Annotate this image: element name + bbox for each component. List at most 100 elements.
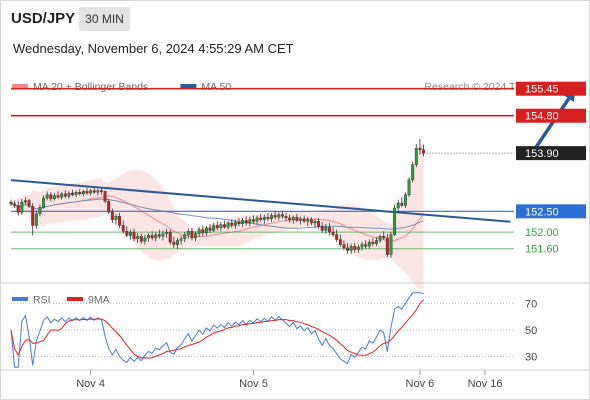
candle-body: [251, 219, 255, 222]
trend-line: [10, 179, 511, 223]
candle-body: [349, 246, 353, 251]
candle: [262, 214, 266, 224]
candle: [353, 242, 357, 253]
rsi-tick-50: 50: [525, 325, 537, 337]
candle: [371, 237, 375, 247]
rsi-legend-swatch-1: [67, 297, 83, 301]
candle-body: [208, 227, 212, 231]
candle-body: [150, 235, 154, 239]
candle-body: [121, 225, 125, 232]
resistance-label-1: 154.80: [525, 111, 559, 123]
candle-body: [125, 231, 129, 236]
candle-body: [411, 164, 415, 180]
candle-body: [110, 211, 114, 220]
candle: [346, 242, 350, 254]
candle: [349, 243, 353, 254]
candle: [74, 190, 78, 198]
candle-body: [128, 231, 132, 236]
candle-body: [266, 216, 270, 220]
candle-body: [356, 246, 360, 250]
rsi-legend-swatch-0: [12, 297, 28, 301]
candle-body: [63, 193, 67, 197]
candle: [118, 212, 122, 228]
candle: [78, 188, 82, 196]
candle-body: [375, 240, 378, 244]
candle-body: [414, 147, 418, 165]
candle: [237, 217, 241, 227]
candle: [136, 232, 140, 243]
candle-body: [262, 216, 266, 220]
candle-body: [223, 224, 226, 228]
candle-body: [27, 200, 31, 207]
candle: [121, 220, 125, 234]
candle-body: [9, 201, 13, 205]
candle-body: [165, 231, 169, 234]
legend-swatch-1: [180, 84, 197, 88]
candle-body: [147, 235, 150, 239]
rsi-tick-30: 30: [525, 352, 537, 364]
candle-body: [385, 237, 389, 255]
candle-body: [237, 221, 241, 225]
candle-body: [306, 219, 310, 222]
candle: [364, 240, 368, 249]
candle-body: [233, 221, 237, 226]
candle-body: [327, 226, 331, 233]
candle-body: [38, 206, 42, 215]
candle: [219, 222, 223, 232]
candle: [389, 232, 393, 258]
candle-body: [324, 226, 328, 231]
candle-body: [168, 231, 172, 243]
x-tick-label-2: Nov 6: [406, 378, 435, 390]
candle: [259, 213, 263, 223]
candle: [302, 215, 306, 223]
timeframe-button[interactable]: 30 MIN: [79, 7, 130, 31]
candle: [107, 198, 111, 214]
candle-body: [71, 192, 74, 195]
candle: [335, 229, 339, 243]
candle: [13, 200, 17, 209]
candle-body: [34, 213, 38, 226]
candle: [266, 212, 270, 222]
candle: [306, 217, 310, 227]
candle-body: [259, 217, 263, 220]
candle: [244, 216, 248, 226]
candle-body: [299, 218, 302, 221]
forecast-arrow-shaft: [530, 97, 571, 155]
candle: [42, 195, 46, 209]
pivot-tag: [516, 204, 586, 219]
candle: [255, 215, 259, 225]
candle: [190, 227, 194, 241]
candle-body: [270, 215, 274, 220]
candle-body: [186, 231, 190, 235]
chart-datetime: Wednesday, November 6, 2024 4:55:29 AM C…: [13, 41, 294, 56]
candle-body: [313, 221, 317, 224]
support-label-5: 151.60: [525, 244, 559, 256]
candle: [89, 188, 93, 196]
candle-body: [183, 234, 187, 239]
candle: [212, 222, 216, 233]
candle-body: [244, 220, 248, 224]
candle-body: [360, 244, 364, 248]
candle-body: [136, 236, 140, 239]
candle: [165, 228, 169, 238]
resistance-label-0: 155.45: [525, 84, 559, 96]
candle: [161, 230, 165, 241]
legend-swatch-0: [12, 84, 28, 88]
candle: [418, 139, 422, 155]
candle-body: [378, 236, 382, 241]
candle: [172, 237, 176, 248]
candle-body: [42, 197, 46, 208]
candle-body: [382, 236, 386, 239]
x-tick-label-1: Nov 5: [239, 378, 268, 390]
candle-body: [161, 233, 165, 237]
rsi-ma-line: [10, 299, 424, 359]
candle: [92, 187, 96, 194]
legend-label-0: MA 20 + Bollinger Bands: [33, 81, 148, 93]
candle-body: [212, 225, 216, 231]
candle: [20, 198, 24, 215]
candle: [71, 189, 74, 197]
candle-body: [201, 229, 205, 234]
candle: [403, 192, 407, 209]
candle: [16, 201, 20, 216]
candle: [327, 222, 331, 236]
